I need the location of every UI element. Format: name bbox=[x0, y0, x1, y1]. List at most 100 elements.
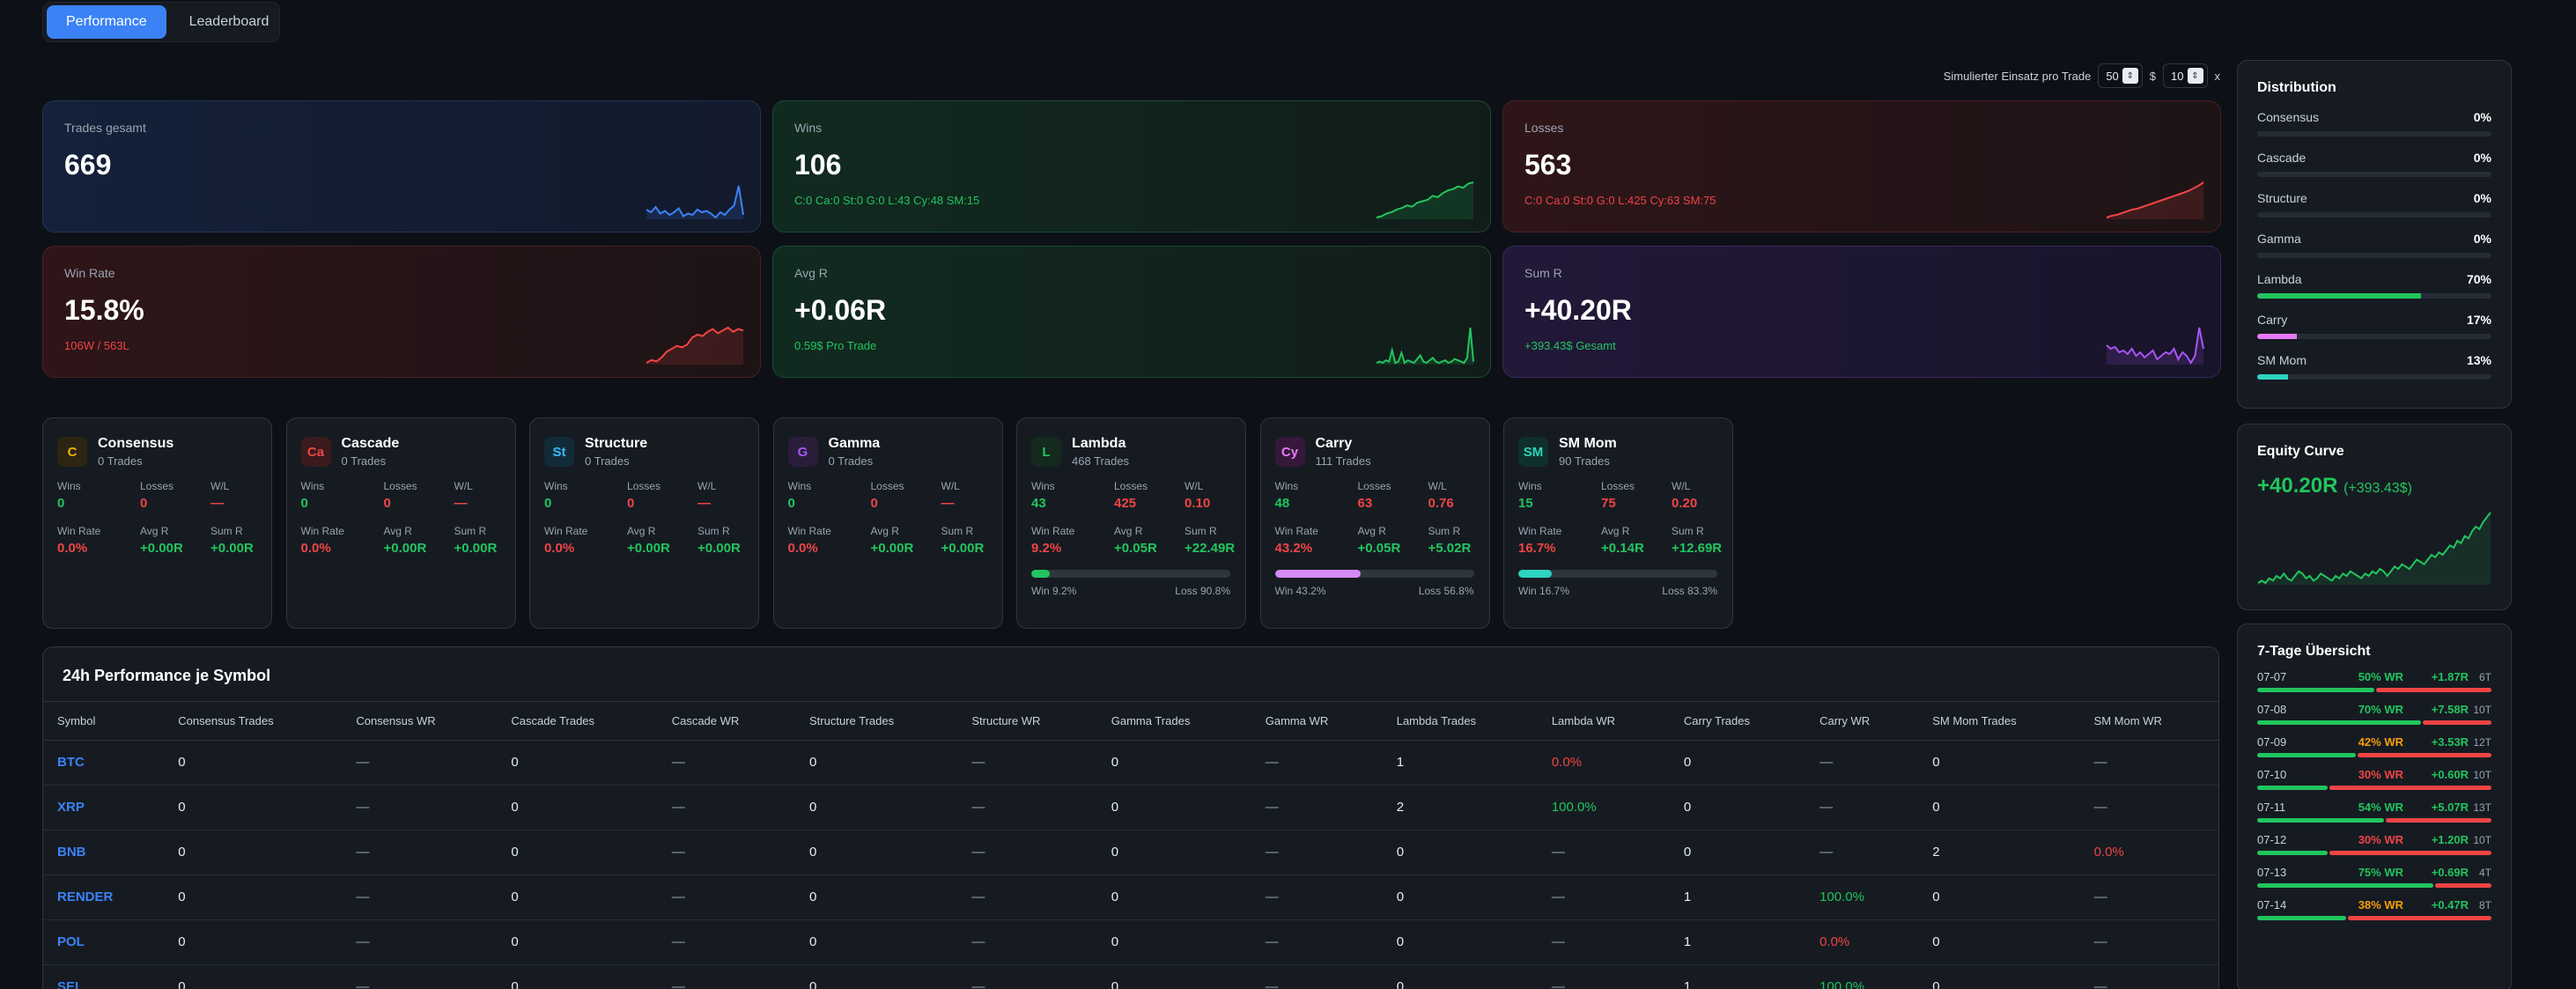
distribution-row: Carry 17% bbox=[2257, 313, 2491, 339]
table-row[interactable]: BTC 0—0—0—0—1 0.0% 0—0— bbox=[43, 740, 2218, 786]
distribution-track bbox=[2257, 253, 2491, 258]
winrate-label: Win Rate bbox=[544, 525, 588, 537]
table-row[interactable]: SEI 0—0—0—0—0—1 100.0% 0— bbox=[43, 964, 2218, 989]
table-cell: 1 bbox=[1382, 740, 1538, 786]
table-row[interactable]: RENDER 0—0—0—0—0—1 100.0% 0— bbox=[43, 875, 2218, 920]
sparkline-area bbox=[2107, 328, 2203, 365]
table-cell: 0 bbox=[1918, 785, 2080, 830]
table-cell: — bbox=[2079, 964, 2218, 989]
symbol-link[interactable]: XRP bbox=[43, 785, 165, 830]
table-cell: 1 bbox=[1669, 964, 1806, 989]
column-header[interactable]: Symbol bbox=[43, 701, 165, 741]
table-cell: — bbox=[342, 964, 498, 989]
table-cell: — bbox=[1805, 740, 1919, 786]
wins-value: 0 bbox=[544, 496, 552, 511]
sumr-label: Sum R bbox=[1672, 525, 1704, 537]
day-winrate: 38% WR bbox=[2358, 898, 2403, 912]
strategy-metrics: Wins Losses W/L 0 0 — Win Rate Avg R Sum… bbox=[57, 480, 257, 566]
sumr-value: +0.00R bbox=[454, 541, 498, 556]
sumr-label: Sum R bbox=[1185, 525, 1217, 537]
table-cell: 0 bbox=[794, 919, 958, 965]
day-winrate: 50% WR bbox=[2358, 670, 2403, 683]
column-header[interactable]: Carry Trades bbox=[1669, 701, 1806, 741]
table-cell: — bbox=[1537, 875, 1670, 920]
day-loss-fill bbox=[2423, 720, 2491, 725]
day-date: 07-07 bbox=[2257, 670, 2287, 683]
distribution-pct: 0% bbox=[2473, 191, 2491, 205]
stake-multiplier-input[interactable]: 10 ⇕ bbox=[2163, 63, 2208, 88]
wl-label: W/L bbox=[1672, 480, 1691, 492]
column-header[interactable]: Carry WR bbox=[1805, 701, 1919, 741]
column-header[interactable]: Structure WR bbox=[957, 701, 1097, 741]
symbol-link[interactable]: POL bbox=[43, 919, 165, 965]
day-r: +0.69R bbox=[2431, 866, 2469, 879]
wl-label: W/L bbox=[1185, 480, 1204, 492]
loss-pct-label: Loss 83.3% bbox=[1662, 585, 1717, 597]
tab-performance[interactable]: Performance bbox=[47, 5, 166, 39]
stake-currency: $ bbox=[2149, 69, 2157, 83]
day-row: 07-07 50% WR +1.87R 6T bbox=[2257, 670, 2491, 692]
stake-amount-spinner-icon[interactable]: ⇕ bbox=[2122, 68, 2138, 84]
strategy-header: C Consensus 0 Trades bbox=[57, 436, 257, 468]
win-loss-bar bbox=[1518, 570, 1717, 578]
table-cell: 0 bbox=[1382, 964, 1538, 989]
sumr-label: Sum R bbox=[698, 525, 730, 537]
table-cell: — bbox=[2079, 740, 2218, 786]
table-cell: 0 bbox=[794, 830, 958, 875]
table-cell: — bbox=[2079, 785, 2218, 830]
strategy-name: SM Mom bbox=[1559, 436, 1617, 451]
column-header[interactable]: Structure Trades bbox=[794, 701, 958, 741]
distribution-pct: 13% bbox=[2466, 353, 2491, 367]
table-cell: — bbox=[657, 964, 795, 989]
day-date: 07-12 bbox=[2257, 833, 2287, 846]
losses-value: 63 bbox=[1357, 496, 1373, 511]
table-cell: 0 bbox=[164, 964, 343, 989]
wins-value: 43 bbox=[1031, 496, 1046, 511]
column-header[interactable]: SM Mom WR bbox=[2079, 701, 2218, 741]
stake-multiplier-spinner-icon[interactable]: ⇕ bbox=[2187, 68, 2203, 84]
symbol-link[interactable]: SEI bbox=[43, 964, 165, 989]
strategy-trade-count: 90 Trades bbox=[1559, 454, 1610, 468]
column-header[interactable]: Consensus WR bbox=[342, 701, 498, 741]
column-header[interactable]: Gamma Trades bbox=[1096, 701, 1251, 741]
table-cell: 0 bbox=[794, 964, 958, 989]
day-trades: 10T bbox=[2473, 768, 2491, 781]
column-header[interactable]: Lambda Trades bbox=[1382, 701, 1538, 741]
column-header[interactable]: Cascade Trades bbox=[497, 701, 658, 741]
table-header-row: Symbol Consensus Trades Consensus WR Cascad… bbox=[43, 701, 2218, 741]
stake-label: Simulierter Einsatz pro Trade bbox=[1943, 69, 2092, 83]
column-header[interactable]: Consensus Trades bbox=[164, 701, 343, 741]
symbol-link[interactable]: RENDER bbox=[43, 875, 165, 920]
distribution-track bbox=[2257, 293, 2491, 299]
day-loss-fill bbox=[2357, 753, 2491, 757]
column-header[interactable]: Cascade WR bbox=[657, 701, 795, 741]
win-pct-label: Win 16.7% bbox=[1518, 585, 1570, 597]
stake-amount-input[interactable]: 50 ⇕ bbox=[2098, 63, 2143, 88]
table-cell: 0 bbox=[497, 785, 658, 830]
column-header[interactable]: SM Mom Trades bbox=[1918, 701, 2080, 741]
distribution-row: Gamma 0% bbox=[2257, 232, 2491, 258]
table-cell: — bbox=[657, 740, 795, 786]
table-row[interactable]: POL 0—0—0—0—0—1 0.0% 0— bbox=[43, 919, 2218, 965]
distribution-pct: 0% bbox=[2473, 232, 2491, 246]
column-header[interactable]: Lambda WR bbox=[1537, 701, 1670, 741]
sparkline-line bbox=[2106, 327, 2204, 365]
table-cell: 0 bbox=[1096, 785, 1251, 830]
distribution-row: Structure 0% bbox=[2257, 191, 2491, 218]
distribution-track bbox=[2257, 334, 2491, 339]
column-header[interactable]: Gamma WR bbox=[1251, 701, 1383, 741]
symbol-link[interactable]: BTC bbox=[43, 740, 165, 786]
strategy-icon: SM bbox=[1518, 437, 1548, 467]
wl-value: — bbox=[210, 496, 224, 511]
day-win-loss-bar bbox=[2257, 720, 2491, 725]
table-cell: — bbox=[957, 875, 1097, 920]
stat-label: Sum R bbox=[1524, 266, 1562, 280]
tab-leaderboard[interactable]: Leaderboard bbox=[188, 14, 269, 29]
table-row[interactable]: XRP 0—0—0—0—2 100.0% 0—0— bbox=[43, 785, 2218, 830]
symbol-link[interactable]: BNB bbox=[43, 830, 165, 875]
table-cell: — bbox=[1805, 830, 1919, 875]
wins-label: Wins bbox=[1031, 480, 1055, 492]
table-row[interactable]: BNB 0—0—0—0—0—0—2 0.0% bbox=[43, 830, 2218, 875]
stat-sub: C:0 Ca:0 St:0 G:0 L:43 Cy:48 SM:15 bbox=[794, 194, 980, 207]
avgr-value: +0.05R bbox=[1114, 541, 1157, 556]
